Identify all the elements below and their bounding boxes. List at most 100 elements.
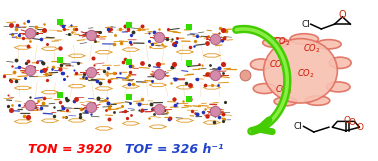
- Point: [127, 71, 133, 73]
- Point: [172, 77, 178, 80]
- Point: [166, 118, 172, 120]
- Point: [59, 105, 65, 108]
- Point: [215, 31, 222, 34]
- Point: [34, 108, 40, 111]
- Point: [125, 60, 132, 63]
- Point: [171, 98, 177, 100]
- Point: [88, 33, 94, 36]
- Point: [29, 31, 35, 34]
- Point: [106, 106, 112, 109]
- Point: [14, 24, 20, 27]
- Point: [219, 40, 225, 42]
- Point: [169, 66, 175, 68]
- Point: [220, 112, 226, 115]
- Point: [47, 71, 53, 74]
- Point: [27, 40, 33, 42]
- Point: [139, 25, 145, 27]
- Ellipse shape: [253, 84, 276, 94]
- Point: [44, 78, 50, 81]
- Point: [49, 68, 55, 71]
- Point: [33, 33, 39, 35]
- Point: [118, 42, 124, 45]
- Point: [26, 95, 33, 98]
- Point: [71, 27, 77, 30]
- Point: [127, 102, 133, 104]
- Point: [88, 106, 94, 109]
- Point: [122, 109, 129, 112]
- Point: [111, 111, 117, 114]
- Point: [129, 65, 135, 67]
- Point: [104, 71, 110, 73]
- Point: [194, 78, 200, 80]
- Point: [124, 76, 130, 78]
- Point: [35, 100, 41, 103]
- Point: [61, 28, 67, 30]
- Point: [189, 110, 195, 113]
- Point: [60, 24, 67, 27]
- Point: [105, 66, 111, 69]
- Point: [39, 61, 45, 63]
- Point: [223, 29, 229, 32]
- Point: [155, 33, 161, 36]
- Point: [107, 28, 113, 31]
- Point: [146, 64, 152, 66]
- Point: [129, 43, 135, 45]
- Point: [242, 74, 248, 76]
- Point: [81, 72, 87, 75]
- Point: [60, 106, 67, 109]
- Point: [13, 28, 19, 31]
- Point: [108, 28, 115, 31]
- Point: [43, 43, 50, 45]
- Point: [222, 100, 228, 103]
- Point: [218, 117, 225, 119]
- Point: [41, 23, 47, 25]
- Point: [169, 38, 175, 40]
- Point: [212, 110, 218, 112]
- Point: [126, 82, 132, 85]
- Point: [1, 75, 7, 77]
- Point: [112, 72, 118, 75]
- Text: $\mathit{CO_2}$: $\mathit{CO_2}$: [273, 36, 290, 48]
- Point: [27, 69, 33, 72]
- Point: [202, 84, 208, 86]
- Text: O: O: [356, 123, 363, 133]
- Point: [146, 116, 152, 119]
- Point: [187, 97, 194, 100]
- Point: [171, 43, 177, 45]
- Point: [204, 35, 210, 38]
- Point: [171, 97, 177, 100]
- Point: [101, 69, 107, 72]
- Point: [83, 110, 89, 112]
- Point: [155, 63, 161, 65]
- Point: [204, 42, 210, 44]
- Point: [174, 101, 180, 104]
- Point: [158, 33, 164, 35]
- Point: [149, 107, 155, 110]
- Point: [191, 45, 197, 47]
- Point: [90, 36, 96, 39]
- Point: [192, 112, 198, 114]
- Point: [66, 33, 72, 35]
- Ellipse shape: [274, 97, 297, 106]
- Point: [92, 40, 98, 43]
- Ellipse shape: [290, 34, 318, 44]
- Point: [105, 27, 111, 30]
- Point: [156, 28, 163, 31]
- Point: [21, 115, 27, 117]
- Point: [172, 103, 178, 106]
- Point: [150, 75, 156, 78]
- Point: [219, 39, 225, 41]
- Point: [51, 106, 57, 108]
- Point: [155, 111, 161, 114]
- Point: [112, 71, 118, 74]
- Point: [38, 38, 44, 40]
- Point: [139, 98, 145, 100]
- Point: [200, 111, 206, 113]
- Point: [106, 118, 112, 121]
- Point: [127, 65, 133, 67]
- Point: [16, 104, 22, 106]
- Point: [172, 44, 178, 47]
- Point: [63, 97, 69, 100]
- Point: [212, 74, 218, 76]
- Point: [125, 28, 131, 30]
